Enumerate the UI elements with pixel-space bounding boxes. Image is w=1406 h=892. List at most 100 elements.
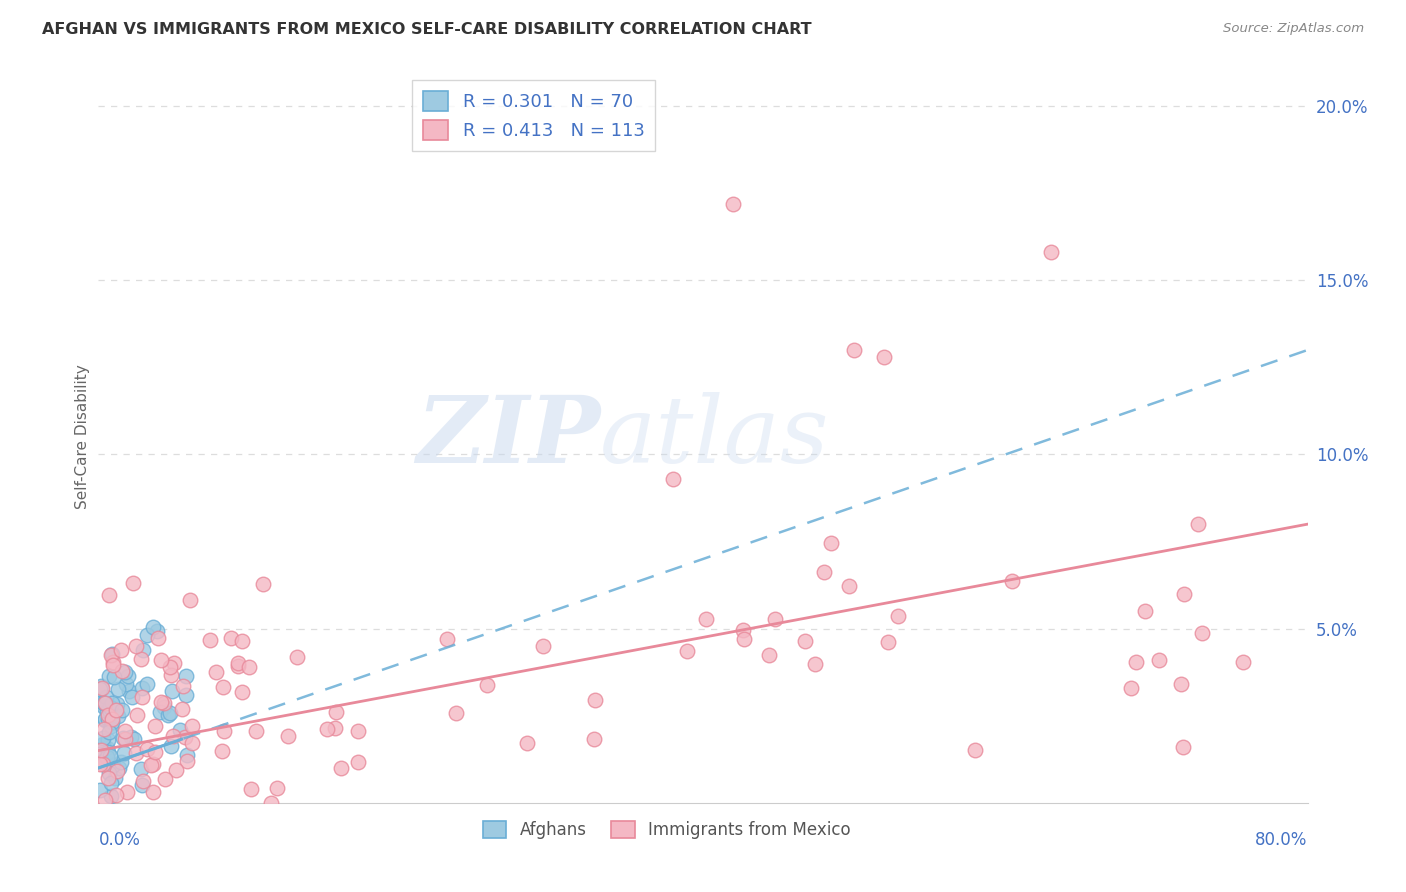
Point	[89, 782, 111, 797]
Point	[110, 642, 132, 657]
Point	[97, 771, 120, 785]
Point	[93, 723, 115, 737]
Point	[107, 708, 129, 723]
Text: 80.0%: 80.0%	[1256, 830, 1308, 848]
Point	[179, 592, 201, 607]
Point	[661, 472, 683, 486]
Point	[231, 685, 253, 699]
Point	[723, 196, 745, 211]
Point	[159, 739, 181, 753]
Point	[159, 660, 181, 674]
Point	[150, 653, 173, 667]
Point	[91, 681, 114, 695]
Point	[153, 700, 176, 714]
Point	[205, 665, 228, 680]
Point	[105, 698, 128, 712]
Point	[100, 775, 122, 789]
Point	[346, 723, 368, 738]
Point	[226, 658, 249, 673]
Point	[121, 690, 143, 705]
Point	[131, 651, 153, 665]
Point	[97, 725, 120, 739]
Point	[330, 761, 353, 775]
Point	[1125, 655, 1147, 669]
Point	[153, 696, 176, 710]
Point	[347, 755, 370, 769]
Point	[105, 788, 128, 802]
Point	[1039, 245, 1062, 260]
Point	[96, 704, 118, 718]
Point	[877, 635, 900, 649]
Point	[131, 762, 153, 776]
Point	[159, 706, 181, 721]
Point	[176, 669, 198, 683]
Point	[97, 745, 120, 759]
Point	[315, 723, 337, 737]
Point	[149, 695, 172, 709]
Point	[1171, 740, 1194, 755]
Point	[516, 736, 538, 750]
Point	[287, 650, 309, 665]
Point	[180, 736, 202, 750]
Point	[101, 758, 124, 772]
Point	[101, 712, 124, 726]
Legend: Afghans, Immigrants from Mexico: Afghans, Immigrants from Mexico	[477, 814, 858, 846]
Point	[98, 766, 121, 780]
Point	[122, 732, 145, 747]
Text: ZIP: ZIP	[416, 392, 600, 482]
Point	[91, 731, 114, 745]
Point	[94, 712, 117, 726]
Point	[1173, 587, 1195, 601]
Point	[143, 719, 166, 733]
Point	[252, 576, 274, 591]
Point	[93, 713, 115, 727]
Point	[1135, 604, 1157, 618]
Text: Source: ZipAtlas.com: Source: ZipAtlas.com	[1223, 22, 1364, 36]
Point	[156, 707, 179, 722]
Point	[838, 579, 860, 593]
Point	[155, 772, 177, 786]
Point	[583, 732, 606, 747]
Point	[174, 689, 197, 703]
Point	[107, 682, 129, 697]
Point	[172, 679, 194, 693]
Text: AFGHAN VS IMMIGRANTS FROM MEXICO SELF-CARE DISABILITY CORRELATION CHART: AFGHAN VS IMMIGRANTS FROM MEXICO SELF-CA…	[42, 22, 811, 37]
Point	[146, 624, 169, 638]
Point	[98, 588, 121, 602]
Point	[477, 677, 499, 691]
Point	[98, 700, 121, 714]
Point	[675, 644, 697, 658]
Y-axis label: Self-Care Disability: Self-Care Disability	[75, 365, 90, 509]
Point	[135, 742, 157, 756]
Point	[101, 647, 124, 661]
Point	[131, 778, 153, 792]
Point	[176, 748, 198, 763]
Point	[963, 743, 986, 757]
Point	[873, 350, 896, 364]
Point	[149, 705, 172, 719]
Point	[583, 693, 606, 707]
Point	[89, 747, 111, 762]
Point	[90, 679, 112, 693]
Point	[89, 756, 111, 770]
Point	[100, 789, 122, 803]
Point	[1119, 681, 1142, 695]
Point	[180, 719, 202, 733]
Point	[115, 784, 138, 798]
Point	[695, 612, 717, 626]
Point	[91, 737, 114, 751]
Point	[240, 781, 263, 796]
Point	[1001, 574, 1024, 589]
Point	[211, 744, 233, 758]
Point	[162, 729, 184, 743]
Point	[131, 681, 153, 695]
Point	[173, 730, 195, 744]
Point	[111, 731, 134, 745]
Point	[124, 639, 146, 653]
Point	[142, 785, 165, 799]
Point	[91, 695, 114, 709]
Point	[94, 696, 117, 710]
Point	[214, 724, 236, 739]
Point	[91, 739, 114, 753]
Point	[172, 701, 194, 715]
